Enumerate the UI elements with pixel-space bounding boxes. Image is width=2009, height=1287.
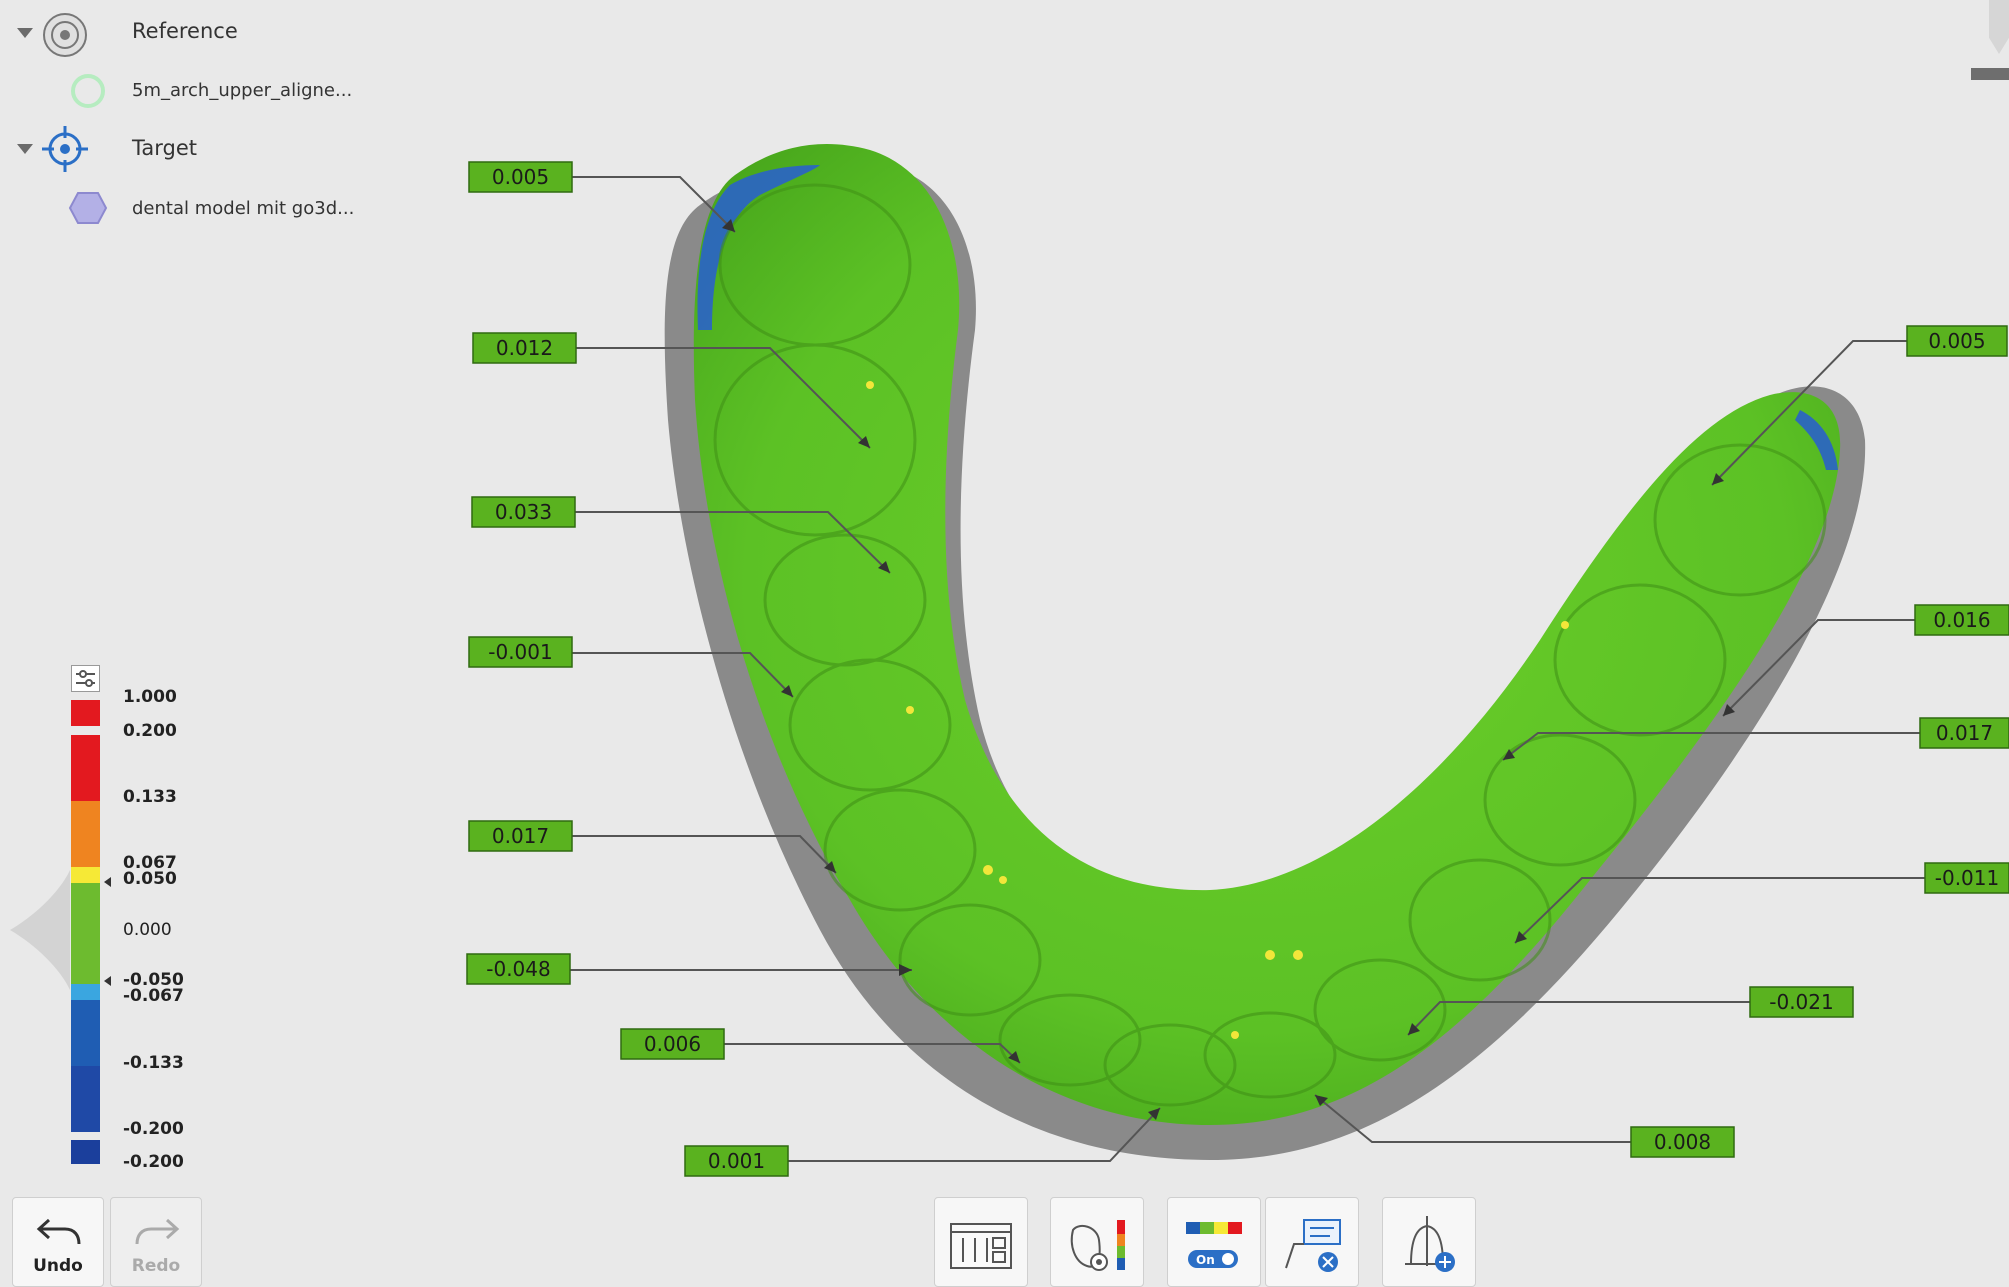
legend-blue-bottom [71,1140,100,1164]
annotation-value: 0.017 [492,824,549,848]
legend-light-blue [71,984,100,1000]
dental-arch-model[interactable] [665,144,1865,1160]
deviation-annotation[interactable]: -0.001 [469,637,572,667]
legend-histogram [6,860,72,1000]
legend-label: -0.067 [123,986,184,1006]
annotation-value: 0.008 [1654,1130,1711,1154]
scroll-marker-icon [1989,0,2009,54]
legend-label: 0.200 [123,721,177,741]
deviation-annotation[interactable]: 0.005 [1907,326,2007,356]
legend-label: 0.133 [123,787,177,807]
legend-dark-blue [71,1066,100,1132]
redo-label: Redo [111,1256,201,1276]
undo-label: Undo [13,1256,103,1276]
annotation-value: 0.016 [1933,608,1990,632]
section-add-icon [1397,1214,1463,1276]
tooth-colormap-gear-icon [1065,1216,1131,1276]
lower-threshold-marker-icon[interactable] [104,976,111,986]
deviation-annotation[interactable]: 0.033 [472,497,575,527]
annotation-value: 0.005 [492,165,549,189]
add-cross-section-button[interactable] [1382,1197,1476,1287]
legend-yellow [71,867,100,883]
remove-annotations-button[interactable] [1265,1197,1359,1287]
deviation-annotation[interactable]: -0.021 [1750,987,1853,1017]
redo-button[interactable]: Redo [110,1197,202,1287]
legend-red-top [71,700,100,726]
colormap-toggle-on-icon: On [1182,1218,1248,1274]
scrollbar-thumb[interactable] [1971,0,2009,80]
annotation-value: 0.033 [495,500,552,524]
annotation-value: -0.048 [486,957,550,981]
annotation-value: 0.012 [496,336,553,360]
color-map-settings-button[interactable] [1050,1197,1144,1287]
annotation-remove-icon [1280,1216,1346,1276]
deviation-annotation[interactable]: 0.006 [621,1029,724,1059]
legend-label: -0.133 [123,1053,184,1073]
legend-red [71,735,100,801]
undo-arrow-icon [35,1214,83,1248]
legend-label: 0.050 [123,869,177,889]
annotation-value: -0.011 [1935,866,1999,890]
deviation-annotation[interactable]: 0.001 [685,1146,788,1176]
annotation-value: -0.001 [488,640,552,664]
legend-settings-icon[interactable] [71,665,100,692]
deviation-annotation[interactable]: 0.016 [1915,605,2009,635]
deviation-annotation[interactable]: -0.011 [1925,863,2009,893]
deviation-annotation[interactable]: -0.048 [467,954,570,984]
legend-label: -0.200 [123,1119,184,1139]
undo-button[interactable]: Undo [12,1197,104,1287]
deviation-annotation[interactable]: 0.008 [1631,1127,1734,1157]
legend-green [71,883,100,984]
legend-blue [71,1000,100,1066]
panel-layout-icon [949,1218,1015,1272]
legend-label: -0.200 [123,1152,184,1172]
annotation-value: 0.006 [644,1032,701,1056]
upper-threshold-marker-icon[interactable] [104,877,111,887]
redo-arrow-icon [133,1214,181,1248]
legend-orange [71,801,100,867]
scroll-bar-handle[interactable] [1971,68,2009,80]
deviation-annotation[interactable]: 0.017 [1920,718,2009,748]
svg-text:On: On [1196,1253,1215,1267]
legend-label: 0.000 [123,920,172,940]
deviation-annotation[interactable]: 0.012 [473,333,576,363]
annotation-value: 0.001 [708,1149,765,1173]
annotation-value: 0.017 [1936,721,1993,745]
legend-label: 1.000 [123,687,177,707]
annotation-value: 0.005 [1928,329,1985,353]
color-map-toggle-button[interactable]: On [1167,1197,1261,1287]
annotation-value: -0.021 [1769,990,1833,1014]
layout-settings-button[interactable] [934,1197,1028,1287]
deviation-annotation[interactable]: 0.005 [469,162,572,192]
deviation-annotation[interactable]: 0.017 [469,821,572,851]
